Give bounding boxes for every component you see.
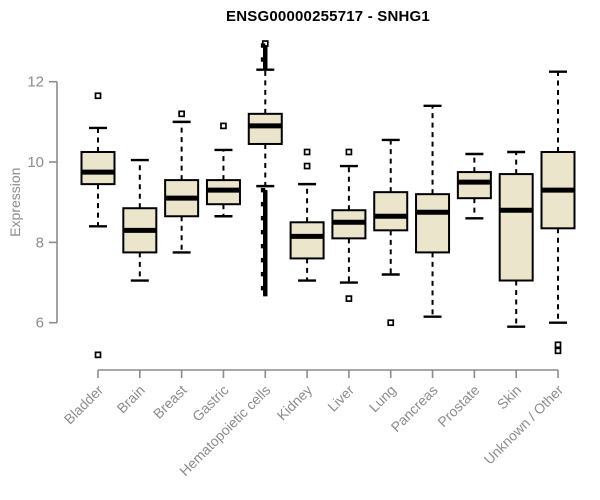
x-category-label: Brain <box>114 382 148 416</box>
outlier-kidney <box>303 162 311 170</box>
chart-title: ENSG00000255717 - SNHG1 <box>226 8 430 25</box>
box-prostate <box>456 171 492 200</box>
x-category-label: Kidney <box>274 382 316 424</box>
outlier-cluster-hematopoietic-cells <box>263 291 268 297</box>
outlier-breast <box>178 110 185 118</box>
outlier-liver <box>345 295 353 302</box>
outlier-gastric <box>220 122 227 130</box>
x-category-label: Unknown / Other <box>481 382 567 468</box>
x-category-label: Liver <box>324 382 357 415</box>
outlier-bladder <box>94 351 102 359</box>
outlier-liver <box>345 148 353 156</box>
x-category-label: Bladder <box>61 382 107 428</box>
y-tick-label: 6 <box>36 315 44 332</box>
outlier-kidney <box>303 148 311 156</box>
outlier-unknown-other <box>554 341 562 349</box>
outlier-bladder <box>94 92 102 100</box>
x-category-label: Lung <box>366 382 399 415</box>
y-tick-label: 8 <box>36 234 44 251</box>
box-pancreas <box>415 193 451 254</box>
y-tick-label: 10 <box>27 154 44 171</box>
box-skin <box>498 173 534 282</box>
x-category-label: Breast <box>150 382 190 422</box>
x-category-label: Prostate <box>434 382 482 430</box>
x-category-label: Skin <box>494 382 525 413</box>
y-tick-label: 12 <box>27 74 44 91</box>
outlier-unknown-other <box>554 347 562 355</box>
box-bladder <box>80 150 116 186</box>
outlier-lung <box>387 319 395 327</box>
box-lung <box>373 191 409 232</box>
y-axis-title: Expression <box>7 168 23 237</box>
box-hematopoietic-cells <box>247 112 283 145</box>
box-kidney <box>289 221 325 260</box>
outlier-cluster-hematopoietic-cells <box>263 65 268 70</box>
